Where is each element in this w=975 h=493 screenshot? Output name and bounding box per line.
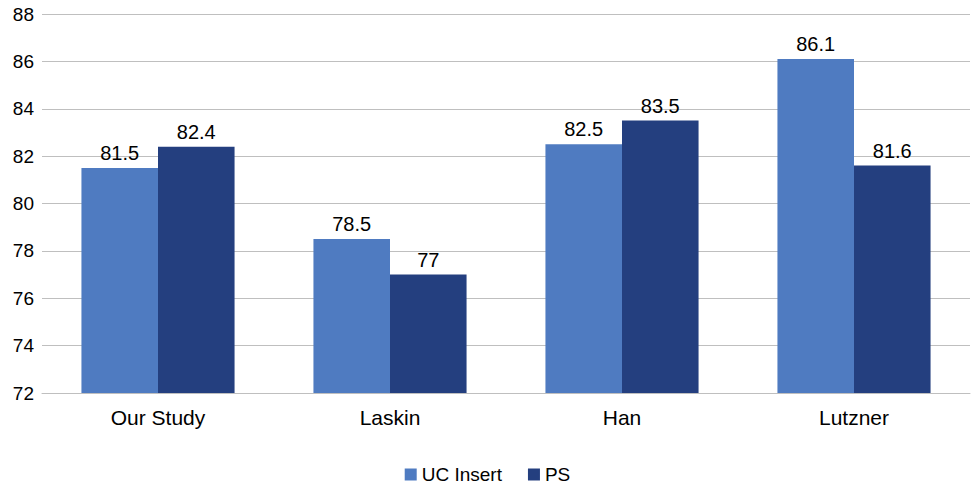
svg-text:82: 82 xyxy=(13,146,34,167)
svg-text:78.5: 78.5 xyxy=(332,213,371,235)
svg-text:UC Insert: UC Insert xyxy=(422,464,503,485)
svg-text:77: 77 xyxy=(417,249,439,271)
svg-text:78: 78 xyxy=(13,240,34,261)
svg-text:81.6: 81.6 xyxy=(873,140,912,162)
svg-text:Laskin: Laskin xyxy=(360,406,421,429)
svg-text:82.5: 82.5 xyxy=(564,118,603,140)
svg-text:80: 80 xyxy=(13,193,34,214)
svg-text:84: 84 xyxy=(13,98,35,119)
svg-text:81.5: 81.5 xyxy=(100,142,139,164)
svg-text:74: 74 xyxy=(13,335,35,356)
svg-text:76: 76 xyxy=(13,288,34,309)
svg-text:82.4: 82.4 xyxy=(177,121,216,143)
svg-text:72: 72 xyxy=(13,383,34,404)
svg-text:PS: PS xyxy=(545,464,570,485)
svg-text:Lutzner: Lutzner xyxy=(819,406,889,429)
svg-text:88: 88 xyxy=(13,4,34,25)
svg-text:86.1: 86.1 xyxy=(796,33,835,55)
svg-text:Han: Han xyxy=(603,406,642,429)
svg-text:83.5: 83.5 xyxy=(641,95,680,117)
svg-text:Our Study: Our Study xyxy=(111,406,206,429)
svg-text:86: 86 xyxy=(13,51,34,72)
